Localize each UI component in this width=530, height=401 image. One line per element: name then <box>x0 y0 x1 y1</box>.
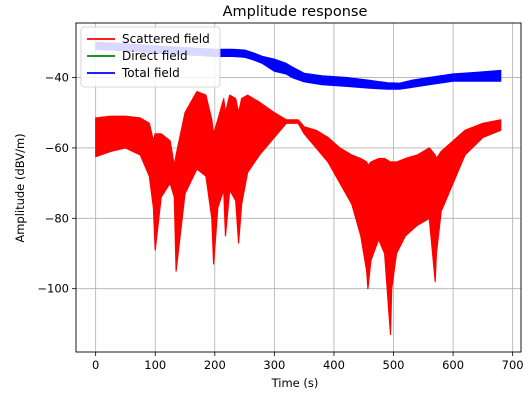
x-tick-label-4: 400 <box>323 358 345 372</box>
y-tick-label-0: −100 <box>37 282 69 296</box>
x-tick-label-0: 0 <box>92 358 99 372</box>
y-tick-label-2: −60 <box>45 141 69 155</box>
y-tick-label-1: −80 <box>45 211 69 225</box>
plot-frame <box>75 22 522 353</box>
series-scattered-field-band <box>95 91 502 335</box>
y-axis-label: Amplitude (dBV/m) <box>13 133 27 242</box>
x-tick-label-6: 600 <box>442 358 464 372</box>
legend-label-total-field: Total field <box>121 66 180 80</box>
x-tick-label-7: 700 <box>502 358 524 372</box>
chart-title: Amplitude response <box>223 4 368 20</box>
legend-box <box>80 26 221 88</box>
legend-label-direct-field: Direct field <box>122 49 188 63</box>
x-tick-label-2: 200 <box>204 358 226 372</box>
axis-ticks: 0 100 200 300 400 500 600 700 −100 −80 −60 −40 <box>37 71 523 372</box>
legend-label-scattered-field: Scattered field <box>122 32 210 46</box>
x-tick-label-3: 300 <box>263 358 285 372</box>
y-tick-label-3: −40 <box>45 71 69 85</box>
x-axis-label: Time (s) <box>271 376 319 390</box>
x-tick-label-1: 100 <box>144 358 166 372</box>
legend: Scattered field Direct field Total field <box>80 26 221 88</box>
x-tick-label-5: 500 <box>383 358 405 372</box>
